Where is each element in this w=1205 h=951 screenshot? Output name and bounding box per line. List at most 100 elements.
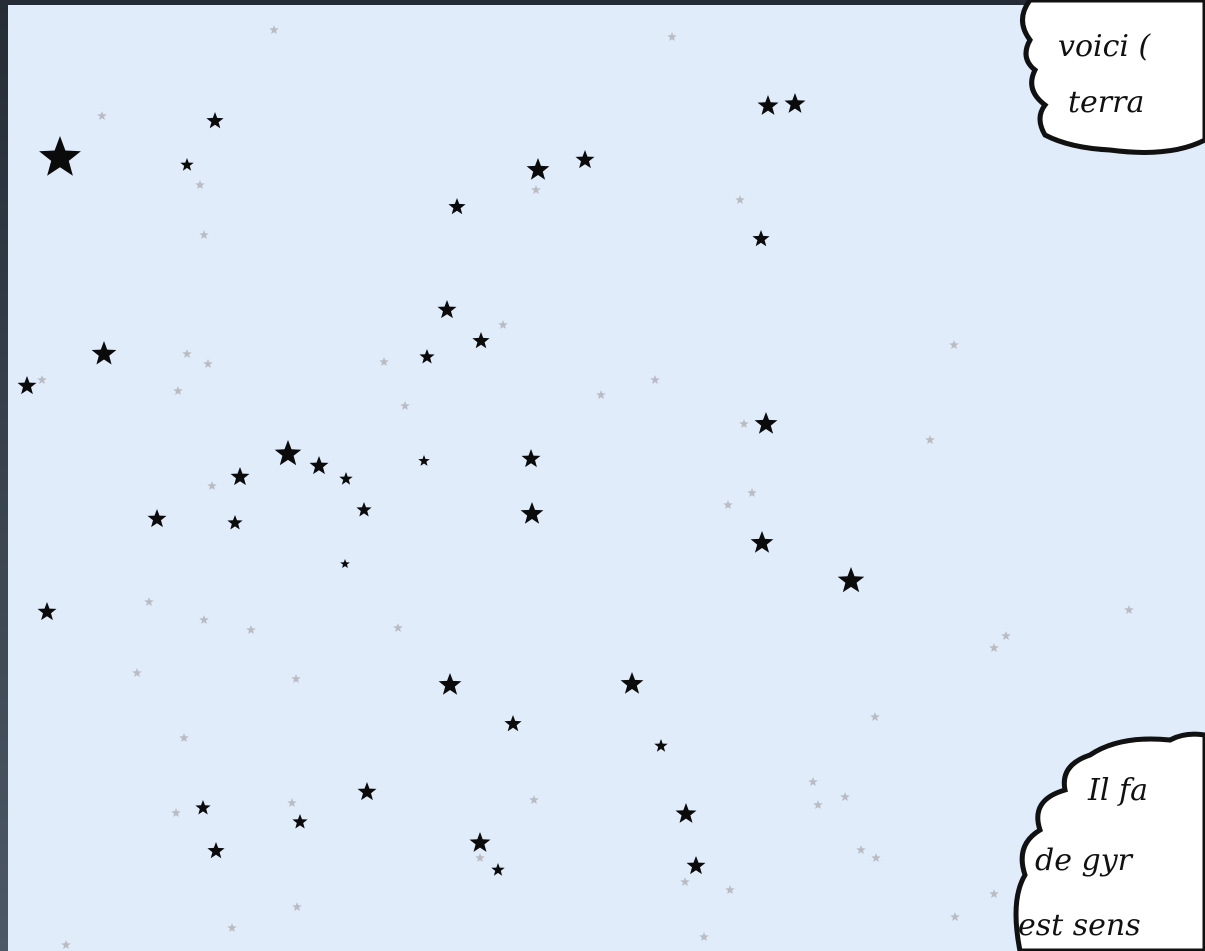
star	[680, 877, 690, 886]
star	[287, 798, 297, 807]
star	[230, 467, 250, 486]
star	[472, 332, 490, 349]
star	[340, 559, 350, 568]
speech-bubble-top: voici ( terra	[1020, 0, 1205, 155]
bubble-text: voici (	[1058, 29, 1152, 64]
bubble-shape	[1013, 731, 1205, 951]
star	[491, 863, 505, 876]
star	[469, 832, 491, 852]
star	[521, 449, 541, 468]
star	[784, 93, 806, 113]
star	[654, 739, 668, 752]
star	[504, 715, 522, 732]
star	[400, 401, 410, 410]
star	[292, 814, 308, 829]
star	[438, 673, 462, 695]
star	[269, 25, 279, 34]
star	[950, 912, 960, 921]
star	[39, 136, 81, 176]
star	[437, 300, 457, 319]
star	[520, 502, 544, 524]
star	[949, 340, 959, 349]
star	[132, 668, 142, 677]
star	[725, 885, 735, 894]
star	[227, 515, 243, 530]
star	[339, 472, 353, 485]
star	[757, 95, 779, 115]
star	[620, 672, 644, 694]
star	[37, 375, 47, 384]
star	[925, 435, 935, 444]
star	[418, 455, 430, 466]
star	[1001, 631, 1011, 640]
star	[199, 615, 209, 624]
star	[856, 845, 866, 854]
star	[989, 643, 999, 652]
star	[1124, 605, 1134, 614]
bubble-text: de gyr	[1035, 843, 1134, 878]
star	[173, 386, 183, 395]
star	[754, 412, 778, 434]
star	[808, 777, 818, 786]
star	[203, 359, 213, 368]
star	[274, 440, 302, 466]
star	[393, 623, 403, 632]
star	[195, 800, 211, 815]
star	[596, 390, 606, 399]
star	[207, 481, 217, 490]
star	[531, 185, 541, 194]
star	[180, 158, 194, 171]
star	[723, 500, 733, 509]
star	[61, 940, 71, 949]
star	[575, 150, 595, 169]
star	[357, 782, 377, 801]
star	[199, 230, 209, 239]
star	[97, 111, 107, 120]
star-field	[17, 25, 1134, 949]
star	[17, 376, 37, 395]
star	[837, 567, 865, 593]
star	[475, 853, 485, 862]
star	[526, 158, 550, 180]
star	[419, 349, 435, 364]
bubble-shape	[1020, 0, 1205, 155]
star	[206, 112, 224, 129]
bubble-text: terra	[1068, 85, 1144, 120]
star	[291, 674, 301, 683]
star	[650, 375, 660, 384]
star	[752, 230, 770, 247]
star	[498, 320, 508, 329]
sky	[8, 5, 1205, 951]
bubble-text: Il fa	[1087, 773, 1148, 808]
star	[667, 32, 677, 41]
star	[144, 597, 154, 606]
star	[686, 856, 706, 875]
star	[309, 456, 329, 475]
star	[379, 357, 389, 366]
star	[246, 625, 256, 634]
star	[989, 889, 999, 898]
star	[195, 180, 205, 189]
star	[292, 902, 302, 911]
speech-bubble-bottom: Il fa de gyr est sens	[1013, 731, 1205, 951]
bubble-text: est sens	[1018, 908, 1141, 943]
star	[747, 488, 757, 497]
star	[529, 795, 539, 804]
star	[356, 502, 372, 517]
star	[448, 198, 466, 215]
star	[179, 733, 189, 742]
star	[227, 923, 237, 932]
star	[871, 853, 881, 862]
star	[870, 712, 880, 721]
star	[750, 531, 774, 553]
star	[91, 341, 117, 365]
star	[207, 842, 225, 859]
star	[675, 803, 697, 823]
star	[735, 195, 745, 204]
star	[813, 800, 823, 809]
star	[699, 932, 709, 941]
star	[37, 602, 57, 621]
star	[147, 509, 167, 528]
